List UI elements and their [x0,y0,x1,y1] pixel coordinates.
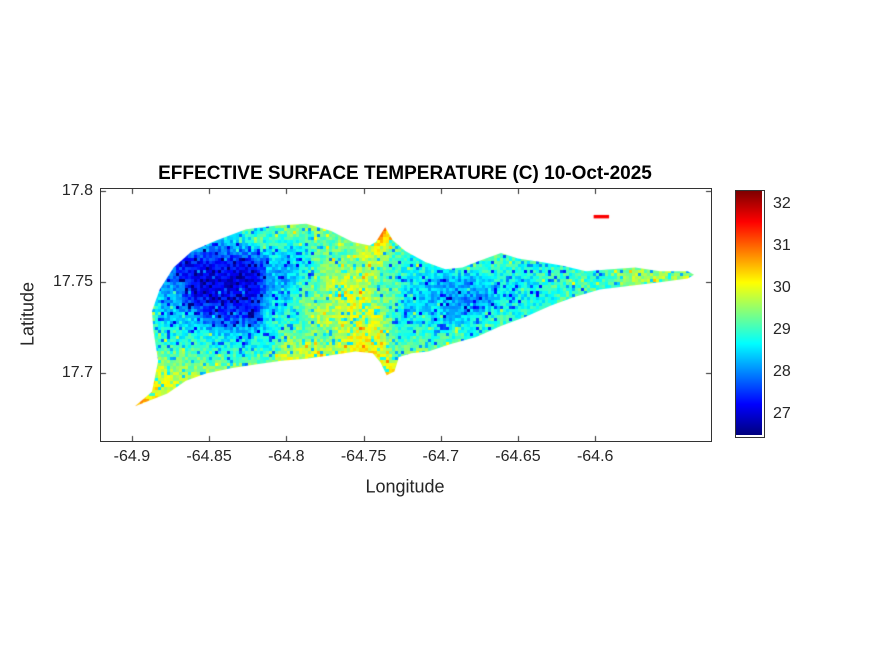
colorbar-gradient-canvas [736,191,762,435]
colorbar-tick-label: 30 [773,278,791,296]
colorbar: 27 28 29 30 31 32 [735,190,791,438]
y-tick-label: 17.7 [61,364,93,382]
x-tick-label: -64.65 [495,448,541,465]
colorbar-tick-label: 28 [773,362,791,380]
y-tick-label: 17.8 [61,181,93,199]
x-tick-label: -64.7 [422,448,459,465]
chart-title: EFFECTIVE SURFACE TEMPERATURE (C) 10-Oct… [158,163,652,184]
y-axis-label: Latitude [17,281,38,347]
colorbar-tick-label: 27 [773,404,791,422]
x-tick-label: -64.85 [186,448,232,465]
colorbar-tick-label: 31 [773,236,791,254]
y-tick-label: 17.75 [52,273,93,291]
heatmap-canvas [101,189,711,441]
plot-area: -64.9 -64.85 -64.8 -64.75 -64.7 -64.65 -64.6 17… [53,182,712,465]
colorbar-tick-label: 29 [773,320,791,338]
colorbar-tick-label: 32 [773,194,791,212]
x-tick-label: -64.75 [340,448,387,465]
x-tick-label: -64.6 [576,448,614,465]
x-tick-label: -64.8 [268,448,305,465]
x-tick-label: -64.9 [113,448,151,465]
x-axis-label: Longitude [365,476,445,497]
